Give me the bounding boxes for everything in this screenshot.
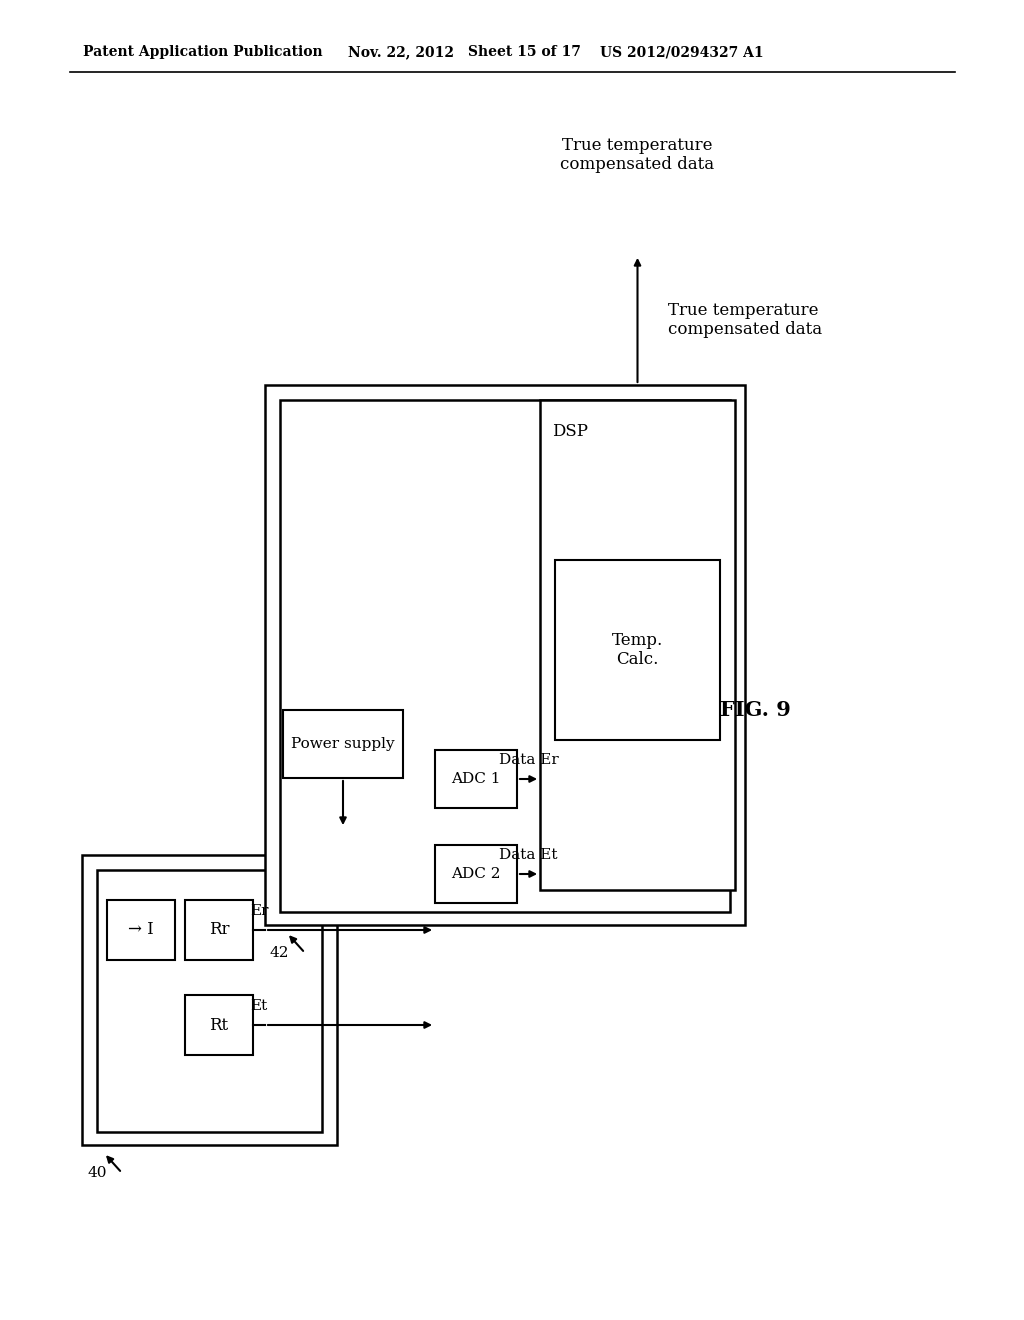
Text: Temp.
Calc.: Temp. Calc. <box>612 632 664 668</box>
Text: → I: → I <box>128 921 154 939</box>
Bar <box>265 385 745 925</box>
Text: True temperature
compensated data: True temperature compensated data <box>668 302 821 338</box>
Bar <box>540 400 735 890</box>
Bar <box>435 845 517 903</box>
Text: DSP: DSP <box>552 424 588 441</box>
Text: Et: Et <box>251 999 267 1012</box>
Bar <box>185 900 253 960</box>
Text: Nov. 22, 2012: Nov. 22, 2012 <box>348 45 454 59</box>
Text: ADC 1: ADC 1 <box>452 772 501 785</box>
Bar <box>280 400 730 912</box>
Text: Data Et: Data Et <box>500 847 558 862</box>
Text: Power supply: Power supply <box>291 737 395 751</box>
Text: 40: 40 <box>87 1166 106 1180</box>
Bar <box>82 855 337 1144</box>
Text: FIG. 9: FIG. 9 <box>720 700 791 719</box>
Bar <box>555 560 720 741</box>
Bar <box>185 995 253 1055</box>
Text: Patent Application Publication: Patent Application Publication <box>83 45 323 59</box>
Bar <box>97 870 322 1133</box>
Text: True temperature
compensated data: True temperature compensated data <box>560 137 715 173</box>
Text: ADC 2: ADC 2 <box>452 867 501 880</box>
Text: US 2012/0294327 A1: US 2012/0294327 A1 <box>600 45 764 59</box>
Text: Er: Er <box>250 904 268 917</box>
Text: Rt: Rt <box>210 1016 228 1034</box>
Text: Sheet 15 of 17: Sheet 15 of 17 <box>468 45 581 59</box>
Text: Data Er: Data Er <box>499 752 558 767</box>
Text: Rr: Rr <box>209 921 229 939</box>
Text: 42: 42 <box>270 946 290 960</box>
Bar <box>106 900 175 960</box>
Bar <box>435 750 517 808</box>
Bar <box>283 710 403 777</box>
